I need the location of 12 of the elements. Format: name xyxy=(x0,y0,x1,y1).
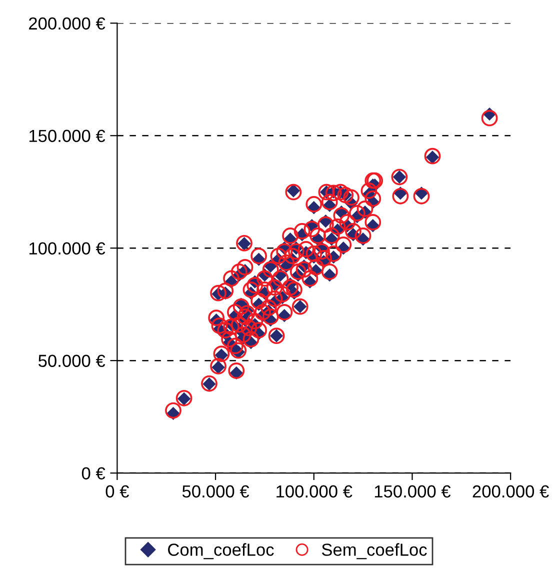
legend-label: Com_coefLoc xyxy=(168,543,274,560)
x-tick-label: 50.000 € xyxy=(182,485,250,498)
y-tick-label: 50.000 € xyxy=(38,354,106,368)
legend-label: Sem_coefLoc xyxy=(322,543,427,560)
y-tick-label: 100.000 € xyxy=(29,242,106,255)
y-tick-label: 200.000 € xyxy=(29,17,106,30)
y-tick-label: 150.000 € xyxy=(29,130,106,142)
x-tick-label: 100.000 € xyxy=(276,485,352,498)
x-tick-label: 150.000 € xyxy=(374,485,451,498)
x-tick-label: 0 € xyxy=(106,485,130,498)
y-tick-label: 0 € xyxy=(82,467,106,480)
x-tick-label: 200.000 € xyxy=(472,485,549,498)
